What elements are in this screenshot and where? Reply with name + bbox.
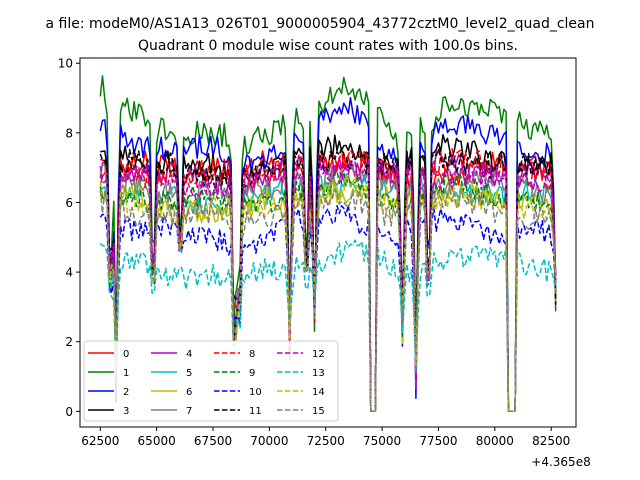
- legend-label: 1: [123, 368, 129, 379]
- legend-label: 0: [123, 349, 129, 360]
- chart-title: Quadrant 0 module wise count rates with …: [138, 38, 518, 54]
- x-tick-label: 80000: [476, 434, 514, 448]
- y-axis: 0 2 4 6 8 10: [58, 57, 80, 419]
- legend-label: 7: [186, 406, 192, 417]
- y-tick-label: 4: [65, 266, 73, 280]
- x-axis: 62500 65000 67500 70000 72500 75000 77500 80000…: [81, 427, 570, 448]
- x-offset-text: +4.365e8: [531, 455, 590, 469]
- legend-label: 14: [312, 387, 325, 398]
- legend-label: 15: [312, 406, 325, 417]
- series-line-3: [100, 134, 557, 413]
- x-tick-label: 67500: [194, 434, 232, 448]
- legend-box: [83, 340, 339, 422]
- legend-label: 11: [249, 406, 262, 417]
- legend-label: 8: [249, 349, 255, 360]
- figure-suptitle: a file: modeM0/AS1A13_026T01_9000005904_…: [46, 16, 595, 32]
- legend-label: 3: [123, 406, 129, 417]
- legend-label: 12: [312, 349, 325, 360]
- plot-frame: [79, 57, 577, 428]
- x-tick-label: 77500: [419, 434, 457, 448]
- series-layer: [99, 75, 557, 413]
- legend-label: 9: [249, 368, 255, 379]
- y-tick-label: 10: [58, 57, 73, 71]
- y-tick-label: 6: [65, 196, 73, 210]
- series-line-14: [99, 174, 557, 413]
- x-tick-label: 62500: [81, 434, 119, 448]
- legend-label: 10: [249, 387, 262, 398]
- legend-label: 13: [312, 368, 325, 379]
- series-line-2: [99, 96, 557, 413]
- x-tick-label: 75000: [363, 434, 401, 448]
- series-line-10: [99, 204, 557, 413]
- x-tick-label: 72500: [307, 434, 345, 448]
- series-line-1: [99, 75, 557, 413]
- legend-label: 5: [186, 368, 192, 379]
- y-tick-label: 0: [65, 405, 73, 419]
- x-tick-label: 82500: [532, 434, 570, 448]
- legend-label: 4: [186, 349, 192, 360]
- series-line-12: [99, 158, 557, 413]
- series-line-11: [99, 147, 557, 413]
- x-tick-label: 70000: [250, 434, 288, 448]
- y-tick-label: 2: [65, 335, 73, 349]
- y-tick-label: 8: [65, 126, 73, 140]
- legend-label: 2: [123, 387, 129, 398]
- x-tick-label: 65000: [138, 434, 176, 448]
- legend-label: 6: [186, 387, 192, 398]
- series-line-15: [99, 185, 557, 413]
- series-line-13: [99, 239, 557, 413]
